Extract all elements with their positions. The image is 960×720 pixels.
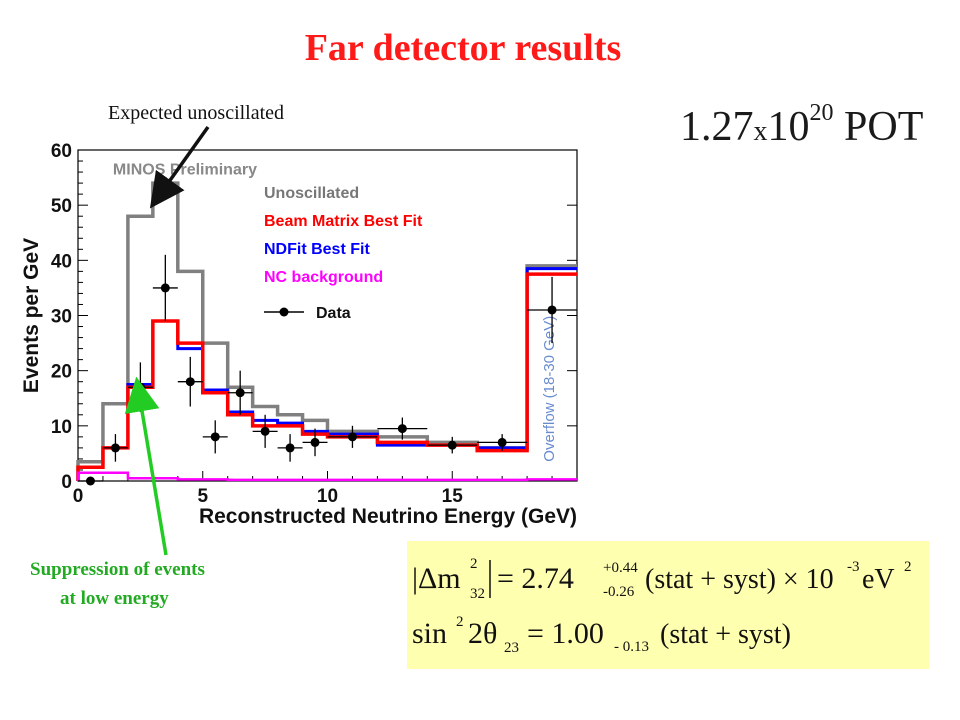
pot-times: x <box>753 116 768 147</box>
dm2-sup: 2 <box>470 556 478 572</box>
sin-value: = 1.00 <box>527 617 604 650</box>
sin-err: - 0.13 <box>614 639 649 655</box>
x-tick-label: 0 <box>73 486 84 507</box>
data-point <box>347 432 357 442</box>
theta-label: 2θ <box>468 617 497 650</box>
pot-base: 10 <box>767 104 810 150</box>
data-point <box>497 437 507 447</box>
pot-mantissa: 1.27 <box>680 104 754 150</box>
watermark-text: MINOS Preliminary <box>113 161 257 178</box>
suppression-arrow <box>124 376 168 556</box>
suppression-annotation: Suppression of events at low energy <box>30 555 205 613</box>
dm2-exp: -3 <box>847 559 860 575</box>
dm2-value: = 2.74 <box>497 562 574 595</box>
sin-label: sin <box>412 617 447 650</box>
dm2-sub: 32 <box>470 586 485 602</box>
data-point <box>110 443 120 453</box>
legend-entry: Unoscillated <box>264 185 359 202</box>
dm2-err-down: -0.26 <box>603 584 635 600</box>
data-point <box>235 388 245 398</box>
y-tick-label: 20 <box>51 362 72 383</box>
x-tick-label: 10 <box>317 486 338 507</box>
data-point <box>397 424 407 434</box>
sin-tail: (stat + syst) <box>660 619 791 650</box>
data-point <box>310 437 320 447</box>
y-tick-label: 40 <box>51 251 72 272</box>
dm2-err-up: +0.44 <box>603 560 638 576</box>
y-tick-label: 60 <box>51 141 72 162</box>
dm2-unit-sup: 2 <box>904 559 912 575</box>
data-point <box>547 305 557 315</box>
x-tick-label: 5 <box>197 486 208 507</box>
legend-entry: Beam Matrix Best Fit <box>264 213 423 230</box>
x-tick-label: 15 <box>442 486 464 507</box>
data-point <box>160 283 170 293</box>
svg-text:|Δm: |Δm <box>412 562 461 595</box>
pot-label: 1.27x1020 POT <box>680 100 923 151</box>
theta-sub: 23 <box>504 640 519 656</box>
suppression-line-2: at low energy <box>60 588 169 609</box>
legend-entry: NC background <box>264 269 383 286</box>
oscillation-formula: |Δm 32 2 = 2.74 +0.44 -0.26 (stat + syst… <box>407 541 929 669</box>
sin-sup: 2 <box>456 614 464 630</box>
y-tick-label: 30 <box>51 307 72 328</box>
slide-title: Far detector results <box>304 27 622 69</box>
expected-arrow <box>149 125 210 209</box>
data-point <box>260 426 270 436</box>
x-axis-title: Reconstructed Neutrino Energy (GeV) <box>199 505 577 528</box>
data-point <box>447 440 457 450</box>
dm2-symbol: |Δm <box>412 562 461 595</box>
data-point <box>85 476 95 486</box>
suppression-line-1: Suppression of events <box>30 559 205 580</box>
dm2-tail: (stat + syst) × 10 <box>645 564 834 595</box>
y-axis-title: Events per GeV <box>20 238 43 393</box>
data-point <box>185 377 195 387</box>
series-nc-background <box>76 471 577 482</box>
dm2-unit: eV <box>862 564 895 595</box>
y-tick-label: 0 <box>61 472 72 493</box>
pot-unit: POT <box>833 104 924 150</box>
legend-data-label: Data <box>316 305 351 322</box>
data-point <box>210 432 220 442</box>
pot-exponent: 20 <box>809 100 834 126</box>
y-tick-label: 50 <box>51 196 72 217</box>
y-tick-label: 10 <box>51 417 72 438</box>
data-point <box>285 443 295 453</box>
legend-entry: NDFit Best Fit <box>264 241 370 258</box>
overflow-label: Overflow (18-30 GeV) <box>541 316 558 462</box>
legend-data-marker <box>279 307 289 317</box>
expected-unoscillated-annotation: Expected unoscillated <box>108 102 285 124</box>
